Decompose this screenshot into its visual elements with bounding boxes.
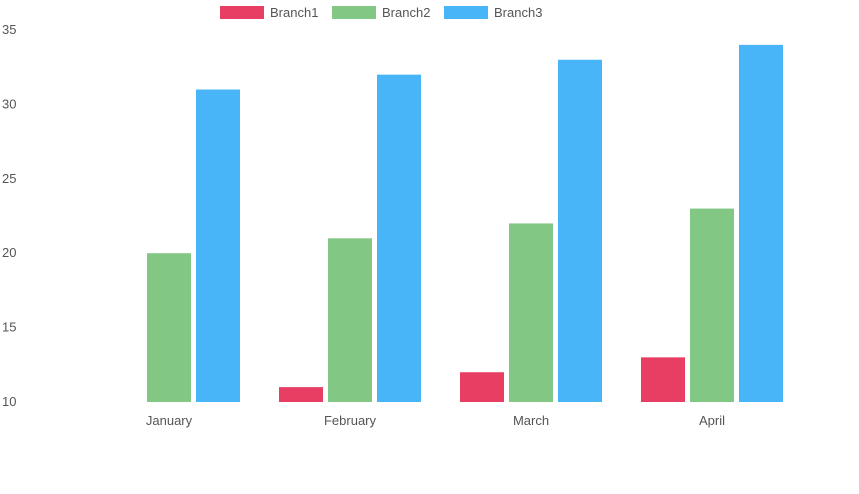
legend-swatch-branch2 (332, 6, 376, 19)
x-axis: January February March April (146, 413, 725, 428)
bar-branch2-march[interactable] (509, 223, 553, 402)
bar-branch2-february[interactable] (328, 238, 372, 402)
bar-branch1-march[interactable] (460, 372, 504, 402)
x-tick-label-march: March (513, 413, 549, 428)
bar-branch2-january[interactable] (147, 253, 191, 402)
bar-branch1-april[interactable] (641, 357, 685, 402)
y-tick-label: 15 (2, 320, 16, 335)
x-tick-label-january: January (146, 413, 193, 428)
bar-branch3-february[interactable] (377, 74, 421, 402)
x-tick-label-april: April (699, 413, 725, 428)
legend: Branch1 Branch2 Branch3 (220, 5, 542, 20)
y-tick-label: 25 (2, 171, 16, 186)
bar-branch1-february[interactable] (279, 387, 323, 402)
y-tick-label: 30 (2, 96, 16, 111)
x-tick-label-february: February (324, 413, 377, 428)
y-tick-label: 10 (2, 394, 16, 409)
y-tick-label: 35 (2, 22, 16, 37)
bar-branch2-april[interactable] (690, 208, 734, 402)
bar-branch3-january[interactable] (196, 89, 240, 403)
legend-label-branch2: Branch2 (382, 5, 430, 20)
y-axis: 10 15 20 25 30 35 (2, 22, 16, 409)
y-tick-label: 20 (2, 245, 16, 260)
bar-branch3-march[interactable] (558, 59, 602, 402)
legend-label-branch1: Branch1 (270, 5, 318, 20)
bars (147, 44, 783, 403)
legend-swatch-branch1 (220, 6, 264, 19)
legend-label-branch3: Branch3 (494, 5, 542, 20)
legend-swatch-branch3 (444, 6, 488, 19)
bar-branch3-april[interactable] (739, 44, 783, 402)
